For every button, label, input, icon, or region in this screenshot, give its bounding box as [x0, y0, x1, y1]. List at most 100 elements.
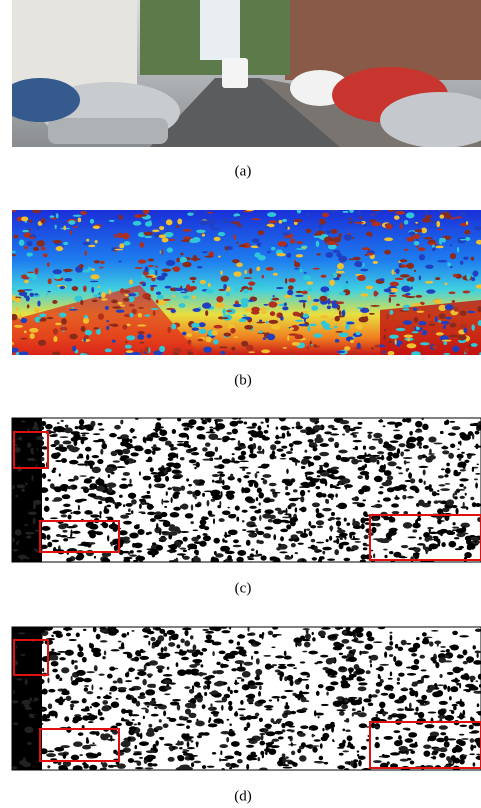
speck — [83, 335, 90, 340]
speck — [332, 249, 341, 253]
speck — [422, 445, 429, 449]
speck — [284, 492, 291, 496]
speck — [229, 762, 238, 768]
speck — [240, 302, 249, 308]
speck — [244, 308, 254, 312]
speck — [320, 286, 330, 293]
speck — [36, 691, 43, 696]
speck — [188, 483, 192, 487]
speck — [327, 558, 336, 561]
speck — [89, 764, 98, 770]
speck — [354, 221, 364, 224]
speck — [14, 689, 19, 695]
speck — [304, 213, 311, 217]
speck — [209, 627, 218, 631]
speck — [315, 520, 325, 526]
speck — [146, 503, 154, 510]
speck — [226, 291, 230, 297]
speck — [450, 443, 456, 449]
speck — [145, 459, 153, 463]
speck — [201, 704, 206, 710]
speck — [231, 453, 235, 456]
speck — [346, 735, 353, 742]
speck — [413, 658, 420, 665]
speck — [389, 631, 393, 634]
speck — [308, 530, 313, 537]
speck — [172, 475, 182, 480]
speck — [329, 525, 334, 531]
speck — [338, 332, 349, 338]
speck — [258, 502, 261, 506]
speck — [405, 728, 411, 731]
speck — [359, 650, 362, 656]
speck — [162, 520, 171, 528]
speck — [13, 474, 23, 478]
speck — [26, 655, 33, 660]
speck — [279, 519, 289, 523]
speck — [165, 476, 170, 482]
speck — [411, 351, 421, 355]
speck — [133, 542, 143, 549]
speck — [16, 537, 25, 541]
speck — [279, 457, 287, 460]
speck — [349, 531, 356, 536]
speck — [151, 449, 156, 455]
speck — [305, 426, 312, 432]
speck — [218, 255, 221, 258]
speck — [28, 541, 32, 546]
speck — [193, 760, 202, 764]
speck — [351, 708, 356, 712]
speck — [156, 299, 167, 306]
speck — [135, 555, 146, 562]
speck — [183, 236, 192, 240]
speck — [23, 289, 33, 291]
speck — [439, 214, 445, 219]
speck — [409, 478, 416, 484]
speck — [71, 680, 79, 686]
speck — [58, 312, 67, 318]
speck — [205, 310, 209, 317]
speck — [460, 532, 469, 535]
speck — [405, 295, 416, 299]
speck — [85, 752, 95, 757]
speck — [459, 724, 468, 728]
speck — [459, 310, 467, 316]
speck — [133, 656, 140, 662]
speck — [184, 702, 195, 709]
speck — [443, 341, 448, 345]
speck — [303, 528, 307, 534]
speck — [89, 280, 99, 283]
speck — [268, 301, 278, 308]
speck — [49, 654, 59, 661]
speck — [301, 481, 310, 487]
speck — [472, 762, 476, 767]
speck — [164, 285, 172, 289]
speck — [351, 712, 354, 717]
speck — [20, 337, 28, 340]
speck — [175, 557, 179, 562]
speck — [355, 331, 361, 336]
speck — [123, 556, 133, 560]
speck — [387, 340, 393, 344]
speck — [224, 755, 235, 760]
speck — [15, 351, 20, 355]
speck — [344, 719, 347, 723]
speck — [350, 538, 361, 541]
speck — [268, 482, 277, 487]
speck — [397, 718, 403, 722]
speck — [448, 291, 456, 295]
speck — [82, 744, 92, 750]
speck — [472, 745, 477, 749]
speck — [152, 542, 157, 546]
speck — [405, 468, 409, 472]
speck — [323, 761, 329, 765]
speck — [161, 531, 167, 533]
speck — [414, 229, 423, 233]
speck — [286, 663, 296, 667]
speck — [89, 706, 92, 709]
speck — [217, 464, 225, 469]
speck — [430, 488, 434, 492]
speck — [27, 741, 32, 745]
speck — [195, 741, 199, 748]
speck — [126, 335, 136, 341]
